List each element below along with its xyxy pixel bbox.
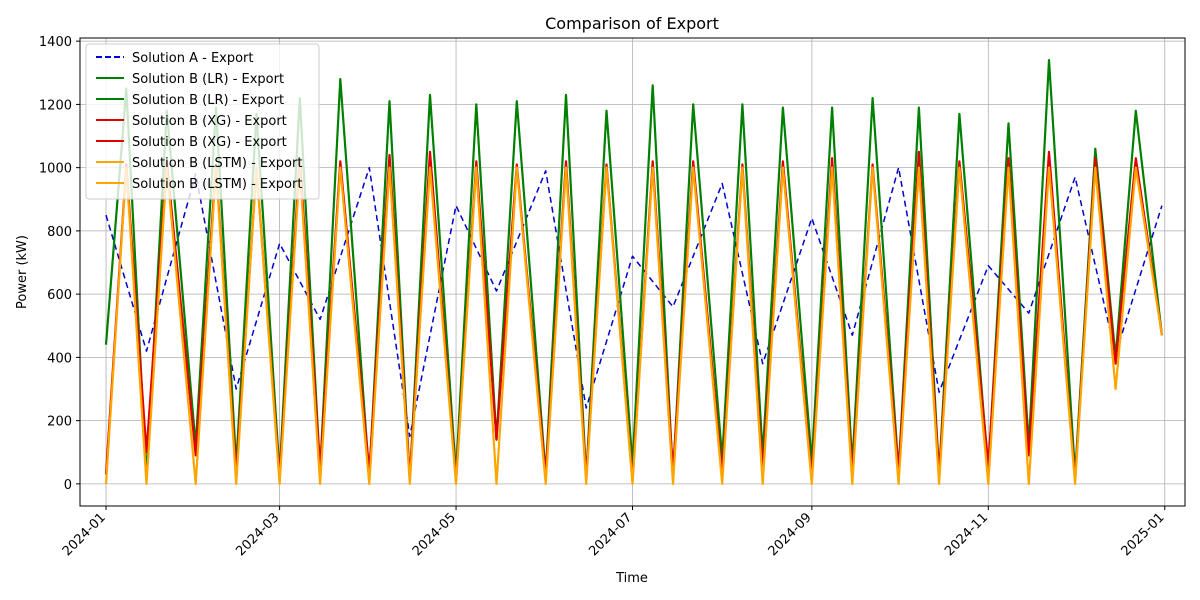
legend-label: Solution B (XG) - Export [132,135,287,150]
series-line-3 [104,166,1163,485]
series-layer [104,58,1163,485]
legend-label: Solution B (LR) - Export [132,72,284,87]
x-tick-label: 2024-05 [410,510,459,559]
y-axis: 0 200 400 600 800 1000 1200 1400 [39,35,80,493]
y-axis-label: Power (kW) [15,235,30,309]
x-tick-label: 2024-11 [942,510,991,559]
chart-title: Comparison of Export [545,14,719,33]
x-tick-label: 2025-01 [1119,510,1168,559]
y-tick-label: 600 [47,288,72,303]
series-line-0 [105,166,1163,438]
y-tick-label: 1400 [39,35,72,50]
y-tick-label: 1200 [39,98,72,113]
x-axis-label: Time [615,571,648,586]
legend-label: Solution B (LSTM) - Export [132,156,302,171]
legend-label: Solution A - Export [132,51,254,66]
legend-label: Solution B (XG) - Export [132,114,287,129]
x-tick-label: 2024-07 [586,510,635,559]
legend: Solution A - Export Solution B (LR) - Exp… [85,43,320,200]
y-tick-label: 1000 [39,162,72,177]
x-tick-label: 2024-09 [766,510,815,559]
legend-box [85,43,320,200]
y-tick-label: 400 [47,351,72,366]
y-tick-label: 0 [64,478,72,493]
y-tick-label: 200 [47,415,72,430]
x-tick-label: 2024-03 [233,510,282,559]
x-axis: 2024-01 2024-03 2024-05 2024-07 2024-09 2024-… [60,506,1168,559]
x-tick-label: 2024-01 [60,510,109,559]
legend-label: Solution B (LR) - Export [132,93,284,108]
legend-label: Solution B (LSTM) - Export [132,177,302,192]
y-tick-label: 800 [47,225,72,240]
